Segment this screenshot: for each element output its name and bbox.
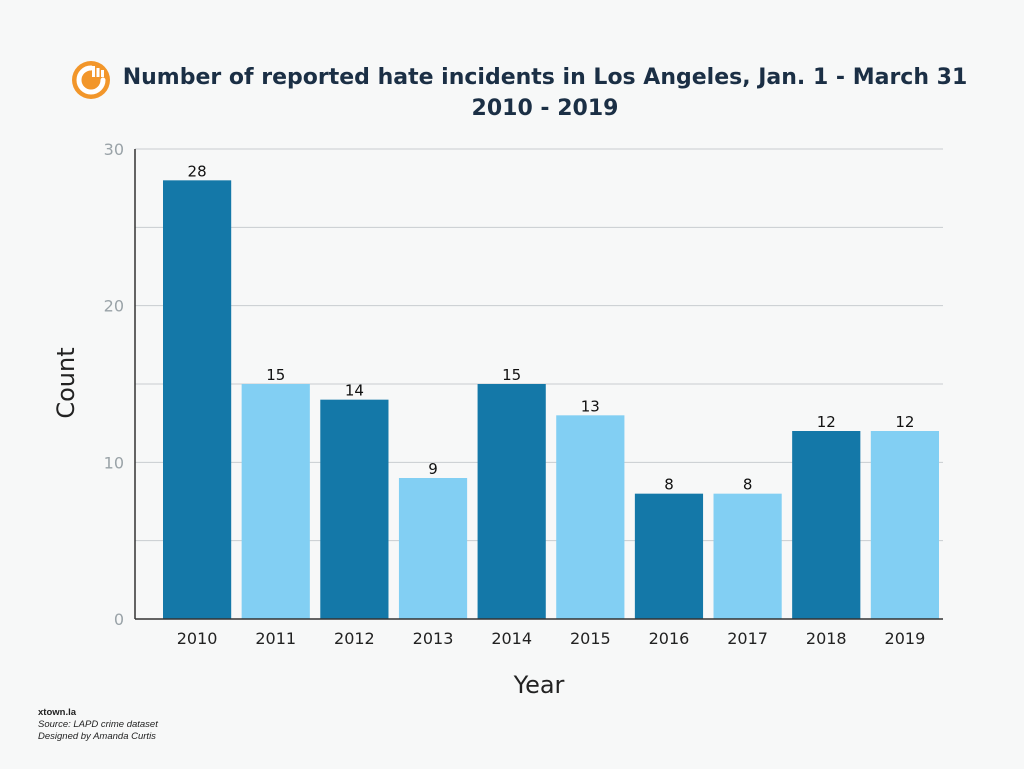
bar-2012 <box>320 399 389 619</box>
y-tick-label: 0 <box>114 610 124 629</box>
axes: 0 10 20 30 2010 2011 2012 2013 2014 2015 2016 2017 2… <box>52 140 943 699</box>
data-label-2018: 12 <box>817 413 836 431</box>
y-tick-label: 20 <box>104 297 124 316</box>
x-tick-label-2018: 2018 <box>806 629 847 648</box>
data-label-2014: 15 <box>502 366 521 384</box>
bar-2013 <box>398 478 468 619</box>
y-axis-title: Count <box>52 347 80 418</box>
bar-2017 <box>713 493 782 619</box>
x-tick-label-2014: 2014 <box>491 629 532 648</box>
x-tick-label-2012: 2012 <box>334 629 375 648</box>
bars <box>163 180 939 620</box>
x-tick-label-2015: 2015 <box>570 629 611 648</box>
bar-2018 <box>792 431 861 619</box>
data-label-2016: 8 <box>664 476 674 494</box>
footer-credit: Designed by Amanda Curtis <box>38 731 156 742</box>
chart-title-line2: 2010 - 2019 <box>471 96 619 121</box>
footer: xtown.la Source: LAPD crime dataset Desi… <box>38 707 158 743</box>
data-label-2012: 14 <box>345 382 364 400</box>
chart-title: Number of reported hate incidents in Los… <box>120 62 970 124</box>
data-label-2011: 15 <box>266 366 285 384</box>
xtown-logo-icon <box>72 61 110 99</box>
data-label-2013: 9 <box>428 460 438 478</box>
x-tick-label-2017: 2017 <box>727 629 768 648</box>
y-tick-label: 30 <box>104 140 124 159</box>
data-label-2017: 8 <box>743 476 753 494</box>
x-tick-label-2016: 2016 <box>649 629 690 648</box>
bar-2011 <box>241 384 310 619</box>
data-label-2015: 13 <box>581 397 600 415</box>
data-label-2019: 12 <box>895 413 914 431</box>
bar-2015 <box>556 415 625 619</box>
bar-2014 <box>477 384 546 619</box>
x-tick-label-2011: 2011 <box>255 629 296 648</box>
bar-2010 <box>163 180 232 620</box>
x-axis-title: Year <box>513 671 565 699</box>
bar-2016 <box>634 493 704 619</box>
y-tick-label: 10 <box>104 453 124 472</box>
data-label-2010: 28 <box>188 162 207 180</box>
footer-brand: xtown.la <box>38 707 77 718</box>
x-tick-label-2019: 2019 <box>885 629 926 648</box>
bar-2019 <box>870 431 939 619</box>
footer-source: Source: LAPD crime dataset <box>38 719 158 730</box>
chart-title-line1: Number of reported hate incidents in Los… <box>122 65 968 90</box>
data-labels: 28 15 14 9 15 13 8 8 12 12 <box>188 162 915 493</box>
x-tick-label-2010: 2010 <box>177 629 218 648</box>
x-tick-label-2013: 2013 <box>413 629 454 648</box>
